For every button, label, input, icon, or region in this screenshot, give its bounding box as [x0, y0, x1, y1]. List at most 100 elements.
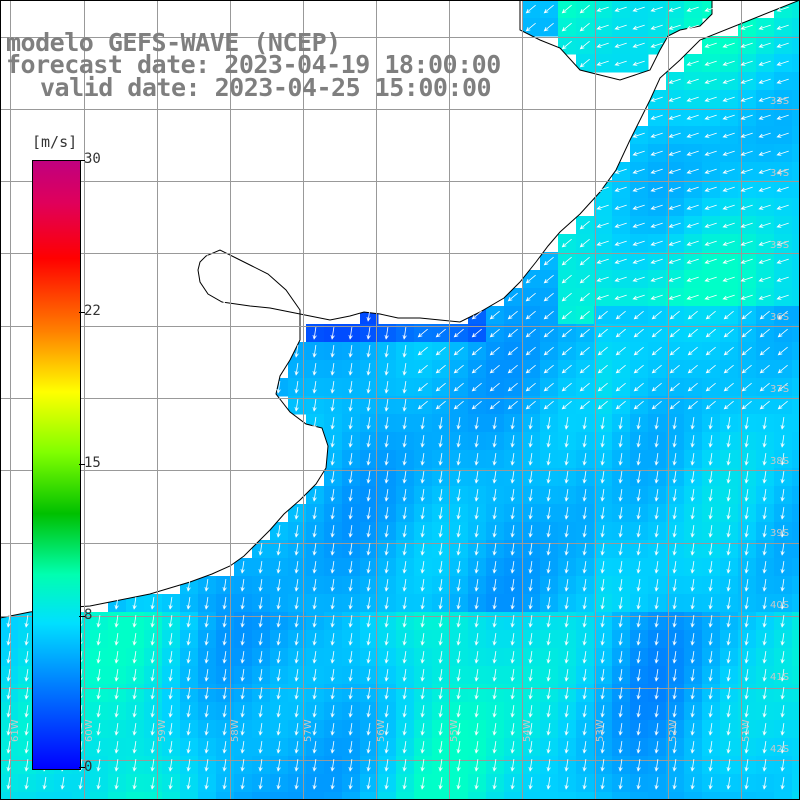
- wind-arrow: [744, 777, 749, 790]
- wind-arrow: [456, 741, 461, 754]
- wind-arrow: [240, 633, 245, 646]
- wind-arrow: [777, 310, 788, 320]
- wind-arrow: [525, 292, 536, 302]
- wind-arrow: [366, 417, 371, 430]
- wind-arrow: [668, 150, 681, 156]
- wind-arrow: [726, 633, 731, 646]
- wind-arrow: [204, 687, 209, 700]
- wind-arrow: [758, 204, 771, 210]
- wind-arrow: [615, 328, 626, 338]
- wind-arrow: [204, 759, 209, 772]
- wind-arrow: [708, 687, 713, 700]
- wind-arrow: [330, 705, 335, 718]
- wind-cell: [576, 792, 595, 800]
- wind-arrow: [672, 705, 677, 718]
- wind-arrow: [402, 543, 407, 556]
- wind-arrow: [744, 723, 749, 736]
- wind-arrow: [600, 507, 605, 520]
- wind-cell: [792, 324, 800, 343]
- wind-arrow: [686, 276, 699, 282]
- wind-arrow: [168, 651, 173, 664]
- wind-arrow: [744, 705, 749, 718]
- wind-arrow: [722, 240, 735, 246]
- wind-arrow: [759, 310, 770, 320]
- wind-arrow: [704, 114, 717, 120]
- wind-arrow: [420, 759, 425, 772]
- wind-arrow: [780, 561, 785, 574]
- wind-arrow: [708, 777, 713, 790]
- wind-arrow: [777, 328, 788, 338]
- wind-arrow: [582, 579, 587, 592]
- wind-arrow: [294, 615, 299, 628]
- wind-arrow: [705, 346, 716, 356]
- wind-arrow: [456, 759, 461, 772]
- wind-arrow: [492, 543, 497, 556]
- wind-arrow: [564, 471, 569, 484]
- wind-cell: [792, 450, 800, 469]
- wind-arrow: [633, 364, 644, 374]
- wind-arrow: [96, 777, 101, 790]
- wind-arrow: [366, 507, 371, 520]
- wind-cell: [792, 720, 800, 739]
- wind-arrow: [150, 759, 155, 772]
- wind-arrow: [96, 705, 101, 718]
- wind-arrow: [744, 471, 749, 484]
- wind-arrow: [636, 543, 641, 556]
- wind-arrow: [615, 346, 626, 356]
- wind-arrow: [686, 186, 699, 192]
- wind-arrow: [740, 24, 753, 30]
- wind-arrow: [618, 651, 623, 664]
- wind-arrow: [489, 400, 500, 410]
- wind-arrow: [438, 561, 443, 574]
- wind-arrow: [204, 273, 209, 286]
- wind-cell: [270, 792, 289, 800]
- wind-arrow: [420, 633, 425, 646]
- wind-cell: [324, 792, 343, 800]
- wind-arrow: [758, 132, 771, 138]
- wind-arrow: [758, 96, 771, 102]
- wind-arrow: [456, 489, 461, 502]
- wind-arrow: [600, 777, 605, 790]
- wind-arrow: [654, 471, 659, 484]
- wind-arrow: [579, 58, 590, 68]
- wind-arrow: [654, 507, 659, 520]
- wind-arrow: [384, 759, 389, 772]
- wind-arrow: [474, 669, 479, 682]
- wind-cell: [792, 234, 800, 253]
- wind-arrow: [686, 96, 699, 102]
- wind-arrow: [759, 346, 770, 356]
- wind-arrow: [705, 400, 716, 410]
- wind-cell: [792, 504, 800, 523]
- wind-arrow: [294, 543, 299, 556]
- wind-arrow: [453, 346, 464, 356]
- wind-arrow: [330, 525, 335, 538]
- wind-arrow: [546, 741, 551, 754]
- wind-arrow: [759, 382, 770, 392]
- wind-arrow: [528, 723, 533, 736]
- wind-arrow: [384, 453, 389, 466]
- wind-arrow: [6, 651, 11, 664]
- wind-arrow: [672, 633, 677, 646]
- wind-arrow: [348, 489, 353, 502]
- wind-arrow: [24, 759, 29, 772]
- wind-arrow: [258, 705, 263, 718]
- wind-arrow: [704, 132, 717, 138]
- wind-cell: [342, 792, 361, 800]
- wind-arrow: [651, 310, 662, 320]
- wind-arrow: [672, 669, 677, 682]
- wind-arrow: [740, 240, 753, 246]
- wind-cell: [792, 648, 800, 667]
- wind-arrow: [384, 489, 389, 502]
- wind-arrow: [596, 6, 609, 12]
- wind-arrow: [366, 723, 371, 736]
- wind-arrow: [579, 238, 590, 248]
- wind-arrow: [690, 633, 695, 646]
- wind-arrow: [420, 615, 425, 628]
- wind-arrow: [402, 669, 407, 682]
- wind-arrow: [402, 345, 407, 358]
- wind-cell: [198, 792, 217, 800]
- wind-arrow: [489, 328, 500, 338]
- wind-arrow: [456, 669, 461, 682]
- wind-arrow: [600, 471, 605, 484]
- wind-arrow: [222, 687, 227, 700]
